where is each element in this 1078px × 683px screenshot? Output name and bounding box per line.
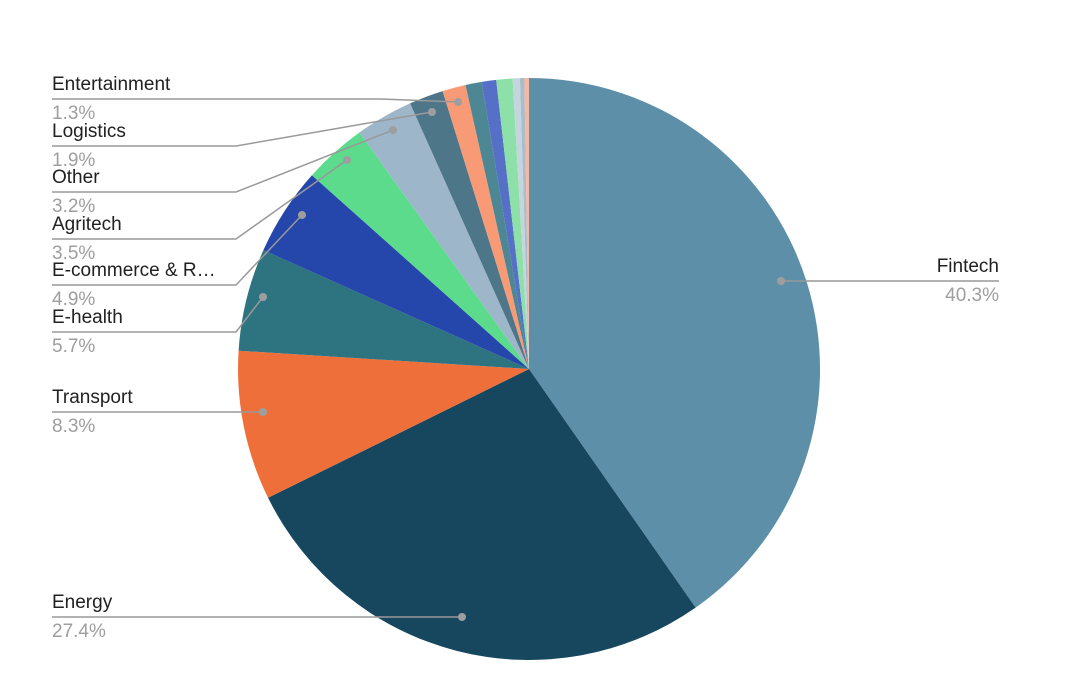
slice-pct-e-commerce-r: 4.9% bbox=[52, 289, 96, 310]
slice-pct-e-health: 5.7% bbox=[52, 336, 96, 357]
pie-slice-other[interactable] bbox=[359, 103, 529, 370]
slice-label-entertainment: Entertainment bbox=[52, 74, 171, 95]
pie-slice-entertainment[interactable] bbox=[442, 85, 529, 369]
leader-dot-transport bbox=[259, 408, 267, 416]
leader-dot-fintech bbox=[777, 277, 785, 285]
pie-slice-small-10[interactable] bbox=[465, 81, 530, 370]
slice-label-transport: Transport bbox=[52, 387, 133, 408]
slice-label-logistics: Logistics bbox=[52, 121, 126, 142]
slice-pct-transport: 8.3% bbox=[52, 416, 96, 437]
leader-dot-agritech bbox=[343, 156, 351, 164]
leader-dot-e-health bbox=[259, 293, 267, 301]
slice-label-e-health: E-health bbox=[52, 307, 123, 328]
slice-pct-agritech: 3.5% bbox=[52, 243, 96, 264]
pie-slice-small-11[interactable] bbox=[481, 79, 529, 370]
pie-slice-small-14[interactable] bbox=[519, 78, 529, 369]
pie-slice-fintech[interactable] bbox=[529, 78, 821, 608]
slice-pct-logistics: 1.9% bbox=[52, 150, 96, 171]
pie-slice-small-15[interactable] bbox=[524, 77, 529, 369]
leader-line-other bbox=[52, 129, 394, 193]
pie-slice-energy[interactable] bbox=[268, 369, 696, 660]
slice-label-energy: Energy bbox=[52, 592, 113, 613]
slice-label-agritech: Agritech bbox=[52, 214, 122, 235]
slice-label-fintech: Fintech bbox=[936, 256, 999, 277]
pie-slice-e-commerce-r[interactable] bbox=[263, 175, 529, 369]
leader-line-e-commerce-r bbox=[52, 214, 303, 286]
leader-line-logistics bbox=[52, 111, 433, 147]
slice-label-other: Other bbox=[52, 167, 100, 188]
slice-pct-energy: 27.4% bbox=[52, 621, 106, 642]
slice-pct-entertainment: 1.3% bbox=[52, 103, 96, 124]
pie-slice-small-12[interactable] bbox=[496, 78, 529, 370]
leader-line-e-health bbox=[52, 296, 264, 333]
leader-line-entertainment bbox=[52, 98, 459, 103]
pie-slice-transport[interactable] bbox=[238, 350, 529, 498]
pie-slice-small-13[interactable] bbox=[512, 78, 529, 369]
leader-dot-entertainment bbox=[454, 98, 462, 106]
leader-line-agritech bbox=[52, 159, 348, 240]
slice-pct-fintech: 40.3% bbox=[945, 285, 999, 306]
pie-slice-agritech[interactable] bbox=[311, 132, 529, 370]
leader-dot-other bbox=[389, 126, 397, 134]
leader-dot-logistics bbox=[428, 108, 436, 116]
slice-label-e-commerce-r: E-commerce & R… bbox=[52, 260, 216, 281]
pie-slice-e-health[interactable] bbox=[238, 250, 529, 369]
slice-pct-other: 3.2% bbox=[52, 196, 96, 217]
pie-slice-logistics[interactable] bbox=[410, 91, 529, 369]
leader-dot-energy bbox=[458, 613, 466, 621]
leader-dot-e-commerce-r bbox=[298, 211, 306, 219]
